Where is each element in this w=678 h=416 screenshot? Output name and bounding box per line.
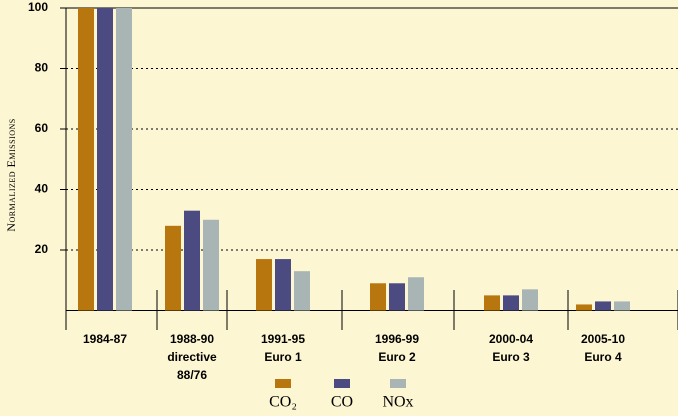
y-tick-label: 60	[35, 121, 49, 135]
bar	[275, 259, 291, 311]
bar	[503, 295, 519, 311]
x-tick-label: Euro 1	[264, 350, 302, 364]
legend-label: NOx	[382, 394, 413, 411]
x-tick-label: 2000-04	[489, 332, 533, 346]
legend-label: CO	[331, 394, 353, 411]
bar	[78, 8, 94, 311]
bar	[370, 283, 386, 311]
legend-label: CO₂	[269, 394, 297, 411]
legend-swatch	[334, 379, 350, 388]
bar	[595, 301, 611, 311]
bar	[614, 301, 630, 311]
bar	[116, 8, 132, 311]
legend-swatch	[275, 379, 291, 388]
y-tick-label: 100	[28, 0, 48, 14]
bar	[203, 219, 219, 311]
x-tick-label: Euro 4	[584, 350, 622, 364]
bar	[184, 210, 200, 311]
y-tick-label: 80	[35, 61, 49, 75]
bar	[576, 304, 592, 311]
bar	[294, 271, 310, 311]
bar	[389, 283, 405, 311]
x-tick-label: directive	[167, 350, 217, 364]
x-tick-label: Euro 2	[378, 350, 416, 364]
bar	[522, 289, 538, 311]
x-tick-label: 1991-95	[261, 332, 305, 346]
bar	[256, 259, 272, 311]
x-tick-label: 1984-87	[83, 332, 127, 346]
x-tick-label: Euro 3	[492, 350, 530, 364]
x-tick-label: 1996-99	[375, 332, 419, 346]
bar	[165, 225, 181, 311]
x-tick-label: 88/76	[177, 368, 207, 382]
y-axis-title: Normalized Emissions	[4, 118, 18, 231]
x-tick-label: 2005-10	[581, 332, 625, 346]
bar	[408, 277, 424, 311]
y-tick-label: 40	[35, 182, 49, 196]
y-tick-label: 20	[35, 242, 49, 256]
bar	[484, 295, 500, 311]
bar	[97, 8, 113, 311]
legend-swatch	[390, 379, 406, 388]
x-tick-label: 1988-90	[170, 332, 214, 346]
